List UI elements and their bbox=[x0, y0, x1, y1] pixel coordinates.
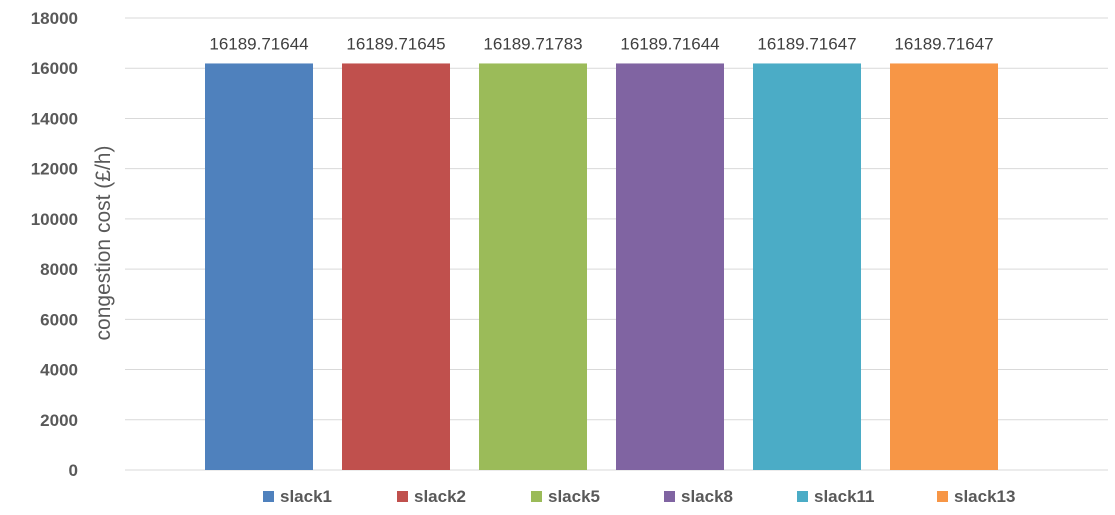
legend-item-slack11: slack11 bbox=[797, 487, 875, 506]
y-tick-label: 6000 bbox=[40, 310, 78, 329]
legend-item-slack2: slack2 bbox=[397, 487, 466, 506]
legend-item-slack13: slack13 bbox=[937, 487, 1015, 506]
y-tick-label: 2000 bbox=[40, 411, 78, 430]
bar-slack5 bbox=[479, 63, 587, 470]
data-label-slack8: 16189.71644 bbox=[620, 34, 719, 53]
legend-swatch-slack13 bbox=[937, 491, 948, 502]
legend-label-slack8: slack8 bbox=[681, 487, 733, 506]
legend-swatch-slack1 bbox=[263, 491, 274, 502]
y-tick-label: 14000 bbox=[31, 109, 78, 128]
y-axis-title: congestion cost (£/h) bbox=[92, 146, 115, 341]
data-label-slack13: 16189.71647 bbox=[894, 34, 993, 53]
legend-label-slack11: slack11 bbox=[814, 487, 875, 506]
legend: slack1 slack2 slack5 slack8 slack11 slack13 bbox=[263, 487, 1015, 506]
y-tick-label: 4000 bbox=[40, 361, 78, 380]
legend-label-slack5: slack5 bbox=[548, 487, 600, 506]
y-tick-label: 16000 bbox=[31, 59, 78, 78]
y-tick-label: 8000 bbox=[40, 260, 78, 279]
legend-label-slack2: slack2 bbox=[414, 487, 466, 506]
data-label-slack11: 16189.71647 bbox=[757, 34, 856, 53]
legend-item-slack5: slack5 bbox=[531, 487, 600, 506]
legend-swatch-slack2 bbox=[397, 491, 408, 502]
bar-slack11 bbox=[753, 63, 861, 470]
bar-slack8 bbox=[616, 63, 724, 470]
legend-item-slack8: slack8 bbox=[664, 487, 733, 506]
data-labels: 16189.71644 16189.71645 16189.71783 16189.7… bbox=[209, 34, 993, 53]
y-tick-label: 10000 bbox=[31, 210, 78, 229]
legend-swatch-slack11 bbox=[797, 491, 808, 502]
y-tick-label: 12000 bbox=[31, 160, 78, 179]
bar-slack13 bbox=[890, 63, 998, 470]
bar-slack1 bbox=[205, 63, 313, 470]
y-tick-label: 18000 bbox=[31, 9, 78, 28]
legend-item-slack1: slack1 bbox=[263, 487, 332, 506]
y-axis-ticks: 0 2000 4000 6000 8000 10000 12000 14000 16000 180… bbox=[31, 9, 78, 480]
legend-label-slack13: slack13 bbox=[954, 487, 1015, 506]
legend-swatch-slack5 bbox=[531, 491, 542, 502]
data-label-slack2: 16189.71645 bbox=[346, 34, 445, 53]
data-label-slack5: 16189.71783 bbox=[483, 34, 582, 53]
bar-slack2 bbox=[342, 63, 450, 470]
y-tick-label: 0 bbox=[69, 461, 78, 480]
data-label-slack1: 16189.71644 bbox=[209, 34, 308, 53]
legend-label-slack1: slack1 bbox=[280, 487, 332, 506]
legend-swatch-slack8 bbox=[664, 491, 675, 502]
bars bbox=[205, 63, 998, 470]
